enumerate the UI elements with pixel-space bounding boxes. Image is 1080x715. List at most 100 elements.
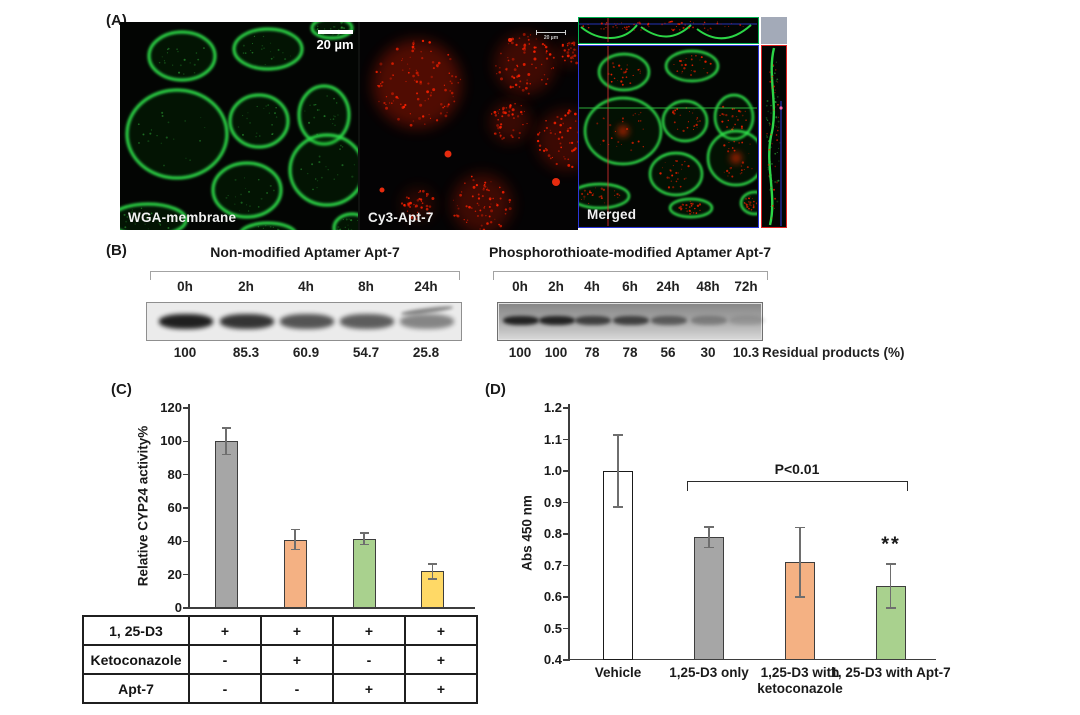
- chart-d-tick-label: 0.8: [543, 526, 562, 541]
- panel-b-label: (B): [106, 242, 127, 259]
- chart-c-tick: [183, 573, 188, 576]
- chart-d-error-bar: [708, 526, 710, 548]
- gel-timepoint: 24h: [656, 279, 680, 294]
- chart-c-error-cap: [359, 532, 369, 534]
- gel-residual-value: 100: [508, 345, 532, 360]
- chart-d-x-label: 1,25-D3 with ketoconazole: [757, 665, 843, 697]
- chart-d-y-axis: [568, 404, 570, 661]
- chart-d-tick: [563, 596, 568, 598]
- cy3-scale-bar-tick-right: [565, 30, 566, 35]
- residual-products-label: Residual products (%): [762, 345, 905, 360]
- chart-d-tick-label: 0.4: [543, 652, 562, 667]
- chart-c-bar: [352, 538, 376, 608]
- merged-caption: Merged: [587, 207, 637, 222]
- chart-d-tick-label: 1.0: [543, 463, 562, 478]
- chart-c-error-cap: [221, 427, 231, 429]
- gel-timepoint: 8h: [358, 279, 374, 294]
- condition-cell: +: [332, 673, 406, 704]
- chart-c-bar: [214, 441, 238, 608]
- condition-cell: +: [260, 615, 334, 646]
- merged-image-art: [579, 46, 758, 226]
- gel-residual-value: 54.7: [352, 345, 380, 360]
- gel-band: [575, 316, 611, 325]
- gel-timepoint: 6h: [622, 279, 638, 294]
- gel-right-title: Phosphorothioate-modified Aptamer Apt-7: [488, 244, 772, 260]
- merged-corner-box: [761, 17, 787, 44]
- gel-residual-value: 100: [544, 345, 568, 360]
- gel-band: [340, 314, 394, 329]
- chart-d-tick-label: 1.2: [543, 400, 562, 415]
- microscopy-strip: WGA-membrane Cy3-Apt-7: [120, 22, 578, 230]
- chart-d-error-cap: [704, 525, 714, 528]
- chart-c-tick: [183, 473, 188, 476]
- chart-c-tick: [183, 507, 188, 509]
- gel-residual-value: 25.8: [412, 345, 440, 360]
- gel-timepoint: 72h: [734, 279, 758, 294]
- gel-band: [613, 316, 649, 325]
- chart-c-tick: [183, 540, 188, 543]
- chart-d-tick: [563, 659, 568, 661]
- chart-c-error-cap: [359, 543, 369, 546]
- gel-band: [280, 314, 334, 329]
- merged-right-slice: [761, 45, 787, 228]
- gel-timepoint: 48h: [696, 279, 720, 294]
- gel-right-bracket: [493, 271, 768, 280]
- significance-stars: **: [881, 533, 901, 556]
- chart-c-error-cap: [428, 578, 437, 580]
- chart-c-tick-label: 80: [167, 466, 182, 482]
- chart-d-error-bar: [617, 434, 619, 508]
- cy3-caption: Cy3-Apt-7: [368, 210, 434, 225]
- gel-band: [400, 314, 454, 329]
- cy3-scale-text: 20 µm: [543, 35, 559, 41]
- chart-d-error-cap: [885, 563, 896, 565]
- chart-c-tick: [183, 607, 188, 609]
- condition-cell: -: [188, 673, 262, 704]
- gel-residual-value: 78: [622, 345, 638, 360]
- gel-band: [691, 316, 727, 325]
- panel-c-label: (C): [111, 381, 132, 398]
- condition-cell: +: [188, 615, 262, 646]
- chart-d-error-bar: [889, 563, 892, 609]
- condition-cell: -: [188, 644, 262, 675]
- chart-c-error-bar: [431, 563, 434, 579]
- merged-top-slice: [578, 17, 759, 44]
- wga-scale-text: 20 µm: [316, 37, 354, 52]
- chart-d-error-cap: [613, 506, 623, 509]
- cy3-apt7-image: [360, 22, 578, 230]
- gel-timepoint: 24h: [414, 279, 438, 294]
- panel-d-label: (D): [485, 381, 506, 398]
- chart-c-error-cap: [221, 453, 231, 456]
- chart-d-tick-label: 1.1: [543, 431, 562, 447]
- chart-d-x-label: 1, 25-D3 with Apt-7: [830, 665, 951, 680]
- gel-left-title: Non-modified Aptamer Apt-7: [210, 244, 400, 260]
- cy3-scale-bar-tick-left: [536, 30, 537, 35]
- chart-d-tick: [563, 533, 568, 535]
- wga-scale-bar: [318, 30, 353, 34]
- gel-residual-value: 56: [660, 345, 676, 360]
- chart-d-tick-label: 0.7: [543, 557, 562, 573]
- gel-timepoint: 0h: [177, 279, 193, 294]
- chart-c-y-axis: [188, 404, 190, 609]
- condition-label: 1, 25-D3: [82, 615, 190, 646]
- chart-d-x-label: 1,25-D3 only: [669, 665, 749, 680]
- chart-d-error-cap: [885, 607, 896, 609]
- chart-d-x-label: Vehicle: [594, 665, 642, 680]
- significance-bracket: [687, 481, 908, 491]
- chart-d-tick: [563, 407, 568, 409]
- chart-c-error-bar: [363, 533, 365, 545]
- chart-c-tick-label: 100: [160, 433, 182, 449]
- gel-timepoint: 4h: [298, 279, 314, 294]
- condition-table-row: 1, 25-D3 + + + +: [82, 615, 478, 646]
- condition-cell: +: [260, 644, 334, 675]
- chart-d-tick: [563, 501, 568, 504]
- chart-c-tick-label: 60: [167, 500, 182, 515]
- chart-c-tick-label: 0: [174, 600, 182, 615]
- chart-d-tick-label: 0.6: [543, 589, 562, 604]
- gel-image-modified: [497, 302, 765, 341]
- gel-residual-value: 78: [584, 345, 600, 360]
- gel-band: [539, 316, 575, 325]
- gel-band: [503, 316, 539, 325]
- chart-c-x-axis: [188, 607, 475, 609]
- chart-c-tick-label: 40: [167, 533, 182, 549]
